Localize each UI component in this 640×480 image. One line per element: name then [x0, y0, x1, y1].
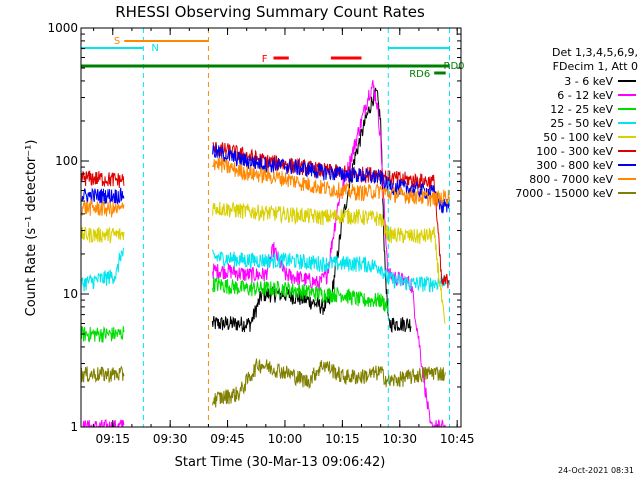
legend-label: 25 - 50 keV [550, 116, 613, 130]
legend-entry: 800 - 7000 keV [474, 172, 638, 186]
flags-layer: S N F RD0 RD6 [81, 36, 465, 80]
legend-swatch [618, 108, 636, 110]
series-line-1 [211, 87, 412, 333]
legend-header-line-2: FDecim 1, Att 0 [552, 60, 638, 73]
x-tick-label: 10:30 [382, 432, 417, 446]
flag-label-rd6: RD6 [409, 69, 430, 80]
legend: Det 1,3,4,5,6,9, FDecim 1, Att 0 3 - 6 k… [474, 46, 638, 200]
legend-label: 6 - 12 keV [557, 88, 613, 102]
axes-layer: 09:15 09:30 09:45 10:00 10:15 10:30 10:45 1 10 10… [47, 21, 474, 446]
legend-entry: 25 - 50 keV [474, 116, 638, 130]
y-tick-label: 1000 [47, 21, 78, 35]
flag-label-n: N [151, 43, 158, 54]
legend-swatch [618, 192, 636, 194]
legend-label: 800 - 7000 keV [529, 172, 613, 186]
x-tick-label: 10:15 [325, 432, 360, 446]
legend-label: 12 - 25 keV [550, 102, 613, 116]
legend-label: 3 - 6 keV [564, 74, 613, 88]
y-tick-label: 1 [70, 420, 78, 434]
legend-entry: 6 - 12 keV [474, 88, 638, 102]
y-tick-label: 10 [63, 287, 78, 301]
legend-swatch [618, 164, 636, 166]
generation-timestamp: 24-Oct-2021 08:31 [558, 466, 634, 475]
legend-header-line-1: Det 1,3,4,5,6,9, [551, 46, 638, 59]
legend-label: 100 - 300 keV [536, 144, 613, 158]
legend-swatch [618, 178, 636, 180]
series-line-8 [81, 157, 450, 218]
flag-label-rd0: RD0 [444, 61, 465, 72]
legend-swatch [618, 122, 636, 124]
markers-layer [142, 28, 451, 427]
flag-label-s: S [114, 36, 120, 47]
legend-entry: 300 - 800 keV [474, 158, 638, 172]
legend-entry: 100 - 300 keV [474, 144, 638, 158]
x-tick-label: 09:30 [153, 432, 188, 446]
x-tick-label: 10:45 [440, 432, 475, 446]
legend-swatch [618, 150, 636, 152]
y-tick-label: 100 [55, 154, 78, 168]
flag-label-f: F [262, 54, 268, 65]
x-tick-label: 09:45 [210, 432, 245, 446]
series-layer [81, 80, 450, 427]
legend-swatch [618, 136, 636, 138]
series-line-5 [81, 201, 446, 324]
legend-label: 50 - 100 keV [543, 130, 613, 144]
x-tick-label: 10:00 [268, 432, 303, 446]
series-line-2 [81, 80, 446, 427]
x-tick-label: 09:15 [95, 432, 130, 446]
legend-entry: 3 - 6 keV [474, 74, 638, 88]
legend-label: 7000 - 15000 keV [515, 186, 613, 200]
plot-frame [80, 27, 462, 428]
series-line-3 [81, 277, 389, 343]
legend-swatch [618, 80, 636, 82]
legend-entry: 50 - 100 keV [474, 130, 638, 144]
legend-entry: 12 - 25 keV [474, 102, 638, 116]
series-line-9 [81, 358, 446, 408]
legend-swatch [618, 94, 636, 96]
chart-title: RHESSI Observing Summary Count Rates [115, 3, 425, 21]
legend-entry: 7000 - 15000 keV [474, 186, 638, 200]
series-line-4 [81, 247, 446, 293]
legend-label: 300 - 800 keV [536, 158, 613, 172]
x-axis-label: Start Time (30-Mar-13 09:06:42) [175, 455, 386, 470]
y-axis-label: Count Rate (s⁻¹ detector⁻¹) [24, 140, 39, 317]
